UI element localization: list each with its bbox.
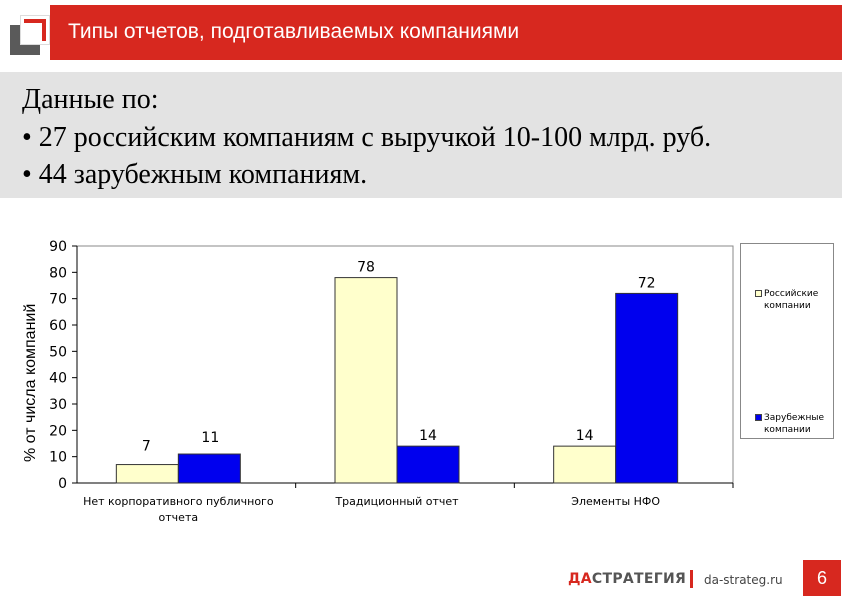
- bar-foreign-2: [396, 445, 460, 484]
- data-label: 14: [576, 428, 594, 444]
- info-line-foreign: • 44 зарубежным компаниям.: [22, 159, 368, 190]
- header-bar: [50, 5, 842, 60]
- legend-swatch-russian: [755, 290, 762, 297]
- brand-logo: ДАСТРАТЕГИЯ: [568, 571, 687, 587]
- page-number: 6: [803, 560, 841, 596]
- y-tick-label: 90: [49, 239, 67, 255]
- bar-russian-2: [334, 277, 398, 484]
- logo-squares-icon: [10, 15, 50, 55]
- bar-russian-3: [553, 445, 617, 484]
- footer-website[interactable]: da-strateg.ru: [704, 573, 783, 587]
- y-tick-label: 70: [49, 292, 67, 308]
- legend-label-foreign: Зарубежные компании: [764, 413, 825, 435]
- data-label: 78: [357, 260, 375, 276]
- bar-chart: 0 10 20 30 40 50 60 70 80 90 7 11 Нет корпоративного…: [49, 239, 734, 524]
- y-tick-label: 80: [49, 265, 67, 281]
- legend-swatch-foreign: [755, 414, 762, 421]
- info-line-russian: • 27 российским компаниям с выручкой 10-…: [22, 122, 712, 153]
- x-category-label: Элементы НФО: [571, 495, 660, 508]
- x-category-label: Традиционный отчет: [334, 495, 459, 508]
- chart-legend: Российские компании Зарубежные компании: [740, 243, 834, 439]
- y-tick-label: 30: [49, 397, 67, 413]
- x-category-label: отчета: [159, 511, 199, 524]
- y-tick-label: 60: [49, 318, 67, 334]
- y-tick-label: 10: [49, 450, 67, 466]
- y-tick-label: 0: [58, 476, 67, 492]
- y-tick-label: 20: [49, 423, 67, 439]
- y-tick-label: 50: [49, 344, 67, 360]
- bar-russian-1: [115, 464, 179, 484]
- data-label: 72: [638, 275, 656, 291]
- x-category-label: Нет корпоративного публичного: [83, 495, 274, 508]
- legend-label-russian: Российские компании: [764, 289, 819, 311]
- page-title: Типы отчетов, подготавливаемых компаниям…: [68, 20, 520, 43]
- data-label: 7: [142, 439, 151, 455]
- data-label: 11: [201, 430, 219, 446]
- data-label: 14: [419, 428, 437, 444]
- bar-foreign-1: [177, 453, 241, 484]
- info-panel: Данные по: • 27 российским компаниям с в…: [0, 72, 842, 198]
- footer-divider: [690, 570, 693, 588]
- bar-foreign-3: [615, 292, 679, 484]
- info-line-heading: Данные по:: [22, 84, 159, 115]
- y-tick-label: 40: [49, 371, 67, 387]
